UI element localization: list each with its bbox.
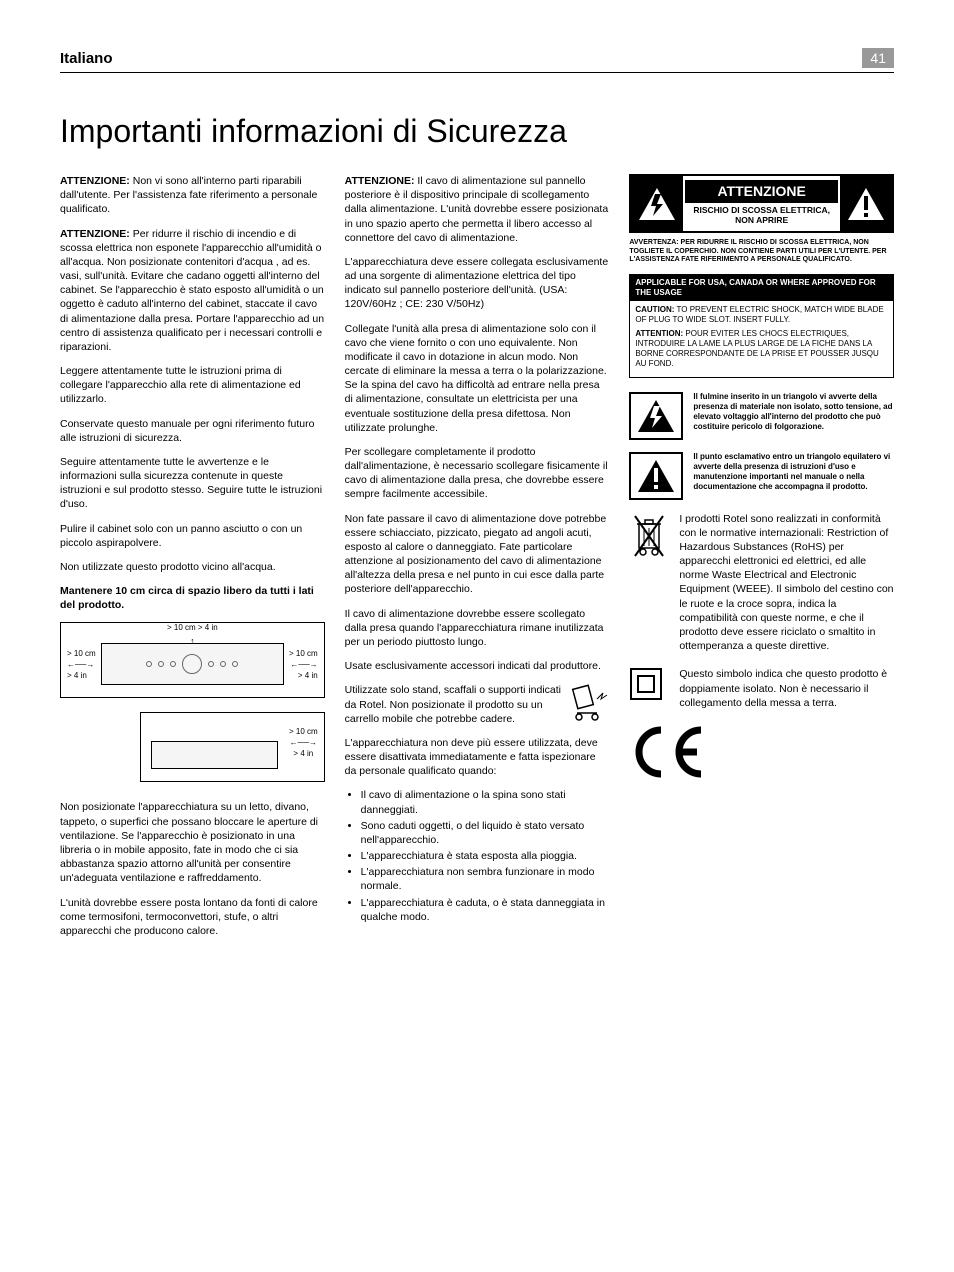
para: Collegate l'unità alla presa di alimenta… (345, 322, 610, 435)
dim-top: > 10 cm > 4 in (167, 623, 218, 634)
para: Per scollegare completamente il prodotto… (345, 445, 610, 502)
clearance-diagram-side: > 10 cm←──→> 4 in (140, 712, 325, 782)
para: Non fate passare il cavo di alimentazion… (345, 512, 610, 597)
column-3: ATTENZIONE RISCHIO DI SCOSSA ELETTRICA, … (629, 174, 894, 948)
warning-title: ATTENZIONE (685, 180, 838, 203)
warning-subtitle: RISCHIO DI SCOSSA ELETTRICA, NON APRIRE (685, 203, 838, 227)
lead: CAUTION: (635, 305, 674, 314)
device-front-icon (101, 643, 284, 685)
dim-in: > 4 in (67, 671, 87, 680)
list-item: L'apparecchiatura non sembra funzionare … (361, 865, 610, 893)
dim-right: > 10 cm←──→> 4 in (289, 649, 318, 681)
para: Conservate questo manuale per ogni rifer… (60, 417, 325, 445)
dim-in: > 4 in (293, 749, 313, 758)
bolt-text: Il fulmine inserito in un triangolo vi a… (693, 392, 894, 432)
para: L'apparecchiatura deve essere collegata … (345, 255, 610, 312)
para: ATTENZIONE: Non vi sono all'interno part… (60, 174, 325, 217)
para: ATTENZIONE: Il cavo di alimentazione sul… (345, 174, 610, 245)
weee-text: I prodotti Rotel sono realizzati in conf… (679, 512, 894, 654)
dim-left: > 10 cm←──→> 4 in (67, 649, 96, 681)
warning-panel: ATTENZIONE RISCHIO DI SCOSSA ELETTRICA, … (629, 174, 894, 233)
list-item: L'apparecchiatura è stata esposta alla p… (361, 849, 610, 863)
para: Usate esclusivamente accessori indicati … (345, 659, 610, 673)
applicable-box: APPLICABLE FOR USA, CANADA OR WHERE APPR… (629, 274, 894, 377)
list-item: Sono caduti oggetti, o del liquido è sta… (361, 819, 610, 847)
dim-right: > 10 cm←──→> 4 in (289, 727, 318, 759)
fault-list: Il cavo di alimentazione o la spina sono… (345, 788, 610, 924)
cart-paragraph: Utilizzate solo stand, scaffali o suppor… (345, 683, 610, 726)
column-1: ATTENZIONE: Non vi sono all'interno part… (60, 174, 325, 948)
double-insulation-text: Questo simbolo indica che questo prodott… (679, 667, 894, 710)
para: Non posizionate l'apparecchiatura su un … (60, 800, 325, 885)
para: L'unità dovrebbe essere posta lontano da… (60, 896, 325, 939)
exclamation-triangle-icon (840, 176, 892, 231)
lead: ATTENTION: (635, 329, 683, 338)
para: L'apparecchiatura non deve più essere ut… (345, 736, 610, 779)
ce-mark-icon (629, 724, 894, 798)
para: Il cavo di alimentazione dovrebbe essere… (345, 607, 610, 650)
device-knobs (146, 654, 238, 674)
lead: ATTENZIONE: (60, 175, 130, 187)
exclamation-triangle-icon (629, 452, 683, 500)
page-number: 41 (862, 48, 894, 68)
lead: ATTENZIONE: (345, 175, 415, 187)
exclamation-text: Il punto esclamativo entro un triangolo … (693, 452, 894, 492)
cart-tip-icon (569, 683, 609, 723)
dim-cm: > 10 cm (67, 649, 96, 658)
list-item: Il cavo di alimentazione o la spina sono… (361, 788, 610, 816)
para: Seguire attentamente tutte le avvertenze… (60, 455, 325, 512)
exclamation-symbol-row: Il punto esclamativo entro un triangolo … (629, 452, 894, 500)
language-label: Italiano (60, 50, 113, 67)
warning-center: ATTENZIONE RISCHIO DI SCOSSA ELETTRICA, … (683, 176, 840, 231)
double-insulation-icon (629, 667, 669, 705)
lead: ATTENZIONE: (60, 228, 130, 240)
spacing-note: Mantenere 10 cm circa di spazio libero d… (60, 584, 325, 612)
caution-en: CAUTION: TO PREVENT ELECTRIC SHOCK, MATC… (635, 305, 888, 325)
page-title: Importanti informazioni di Sicurezza (60, 113, 894, 150)
para: Non utilizzate questo prodotto vicino al… (60, 560, 325, 574)
caution-fr: ATTENTION: POUR EVITER LES CHOCS ELECTRI… (635, 329, 888, 369)
double-insulation-row: Questo simbolo indica che questo prodott… (629, 667, 894, 710)
weee-row: I prodotti Rotel sono realizzati in conf… (629, 512, 894, 654)
dim-cm: > 10 cm (289, 649, 318, 658)
para: Pulire il cabinet solo con un panno asci… (60, 522, 325, 550)
text: Per ridurre il rischio di incendio e di … (60, 228, 324, 353)
para: ATTENZIONE: Per ridurre il rischio di in… (60, 227, 325, 355)
list-item: L'apparecchiatura è caduta, o è stata da… (361, 896, 610, 924)
applicable-body: CAUTION: TO PREVENT ELECTRIC SHOCK, MATC… (630, 301, 893, 377)
bolt-triangle-icon (631, 176, 683, 231)
applicable-head: APPLICABLE FOR USA, CANADA OR WHERE APPR… (630, 275, 893, 300)
warning-note: AVVERTENZA: PER RIDURRE IL RISCHIO DI SC… (629, 239, 894, 264)
dim-in: > 4 in (298, 671, 318, 680)
content-columns: ATTENZIONE: Non vi sono all'interno part… (60, 174, 894, 948)
clearance-diagram-top: > 10 cm > 4 in ↕ > 10 cm←──→> 4 in > 10 … (60, 622, 325, 698)
weee-bin-icon (629, 512, 669, 564)
device-side-icon (151, 741, 278, 769)
column-2: ATTENZIONE: Il cavo di alimentazione sul… (345, 174, 610, 948)
para: Leggere attentamente tutte le istruzioni… (60, 364, 325, 407)
dim-cm: > 10 cm (289, 727, 318, 736)
bolt-symbol-row: Il fulmine inserito in un triangolo vi a… (629, 392, 894, 440)
page-header: Italiano 41 (60, 48, 894, 73)
bolt-triangle-icon (629, 392, 683, 440)
